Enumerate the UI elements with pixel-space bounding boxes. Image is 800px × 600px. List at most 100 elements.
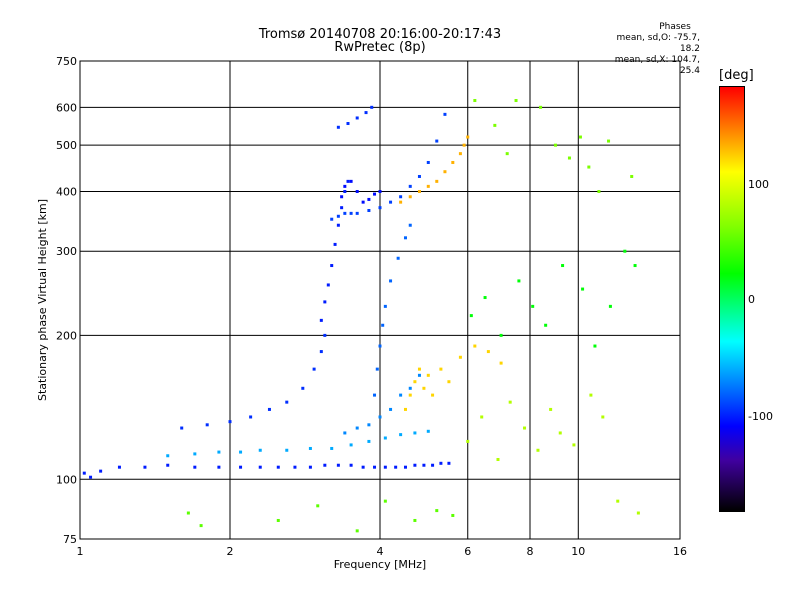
data-point bbox=[349, 179, 353, 183]
data-point bbox=[367, 197, 371, 201]
data-point bbox=[378, 344, 382, 348]
data-point bbox=[389, 407, 393, 411]
data-point bbox=[367, 439, 371, 443]
data-point bbox=[323, 300, 327, 304]
data-point bbox=[383, 304, 387, 308]
x-axis-label: Frequency [MHz] bbox=[334, 558, 426, 571]
colorbar-label: [deg] bbox=[719, 68, 754, 83]
data-point bbox=[462, 143, 466, 147]
data-point bbox=[601, 415, 605, 419]
axis-ticks: 1 2 4 6 8 10 16 75 100 200 300 400 500 600 750 bbox=[56, 55, 687, 558]
data-point bbox=[336, 125, 340, 129]
data-point bbox=[166, 454, 170, 458]
data-point bbox=[316, 504, 320, 508]
data-point bbox=[205, 423, 209, 427]
chart-title: Tromsø 20140708 20:16:00-20:17:43 bbox=[258, 27, 502, 42]
y-tick-label: 300 bbox=[56, 245, 77, 258]
data-point bbox=[458, 355, 462, 359]
data-point bbox=[330, 446, 334, 450]
data-point bbox=[308, 465, 312, 469]
data-point bbox=[258, 448, 262, 452]
data-point bbox=[413, 463, 417, 467]
data-point bbox=[413, 380, 417, 384]
data-point bbox=[417, 367, 421, 371]
data-point bbox=[496, 457, 500, 461]
y-tick-label: 100 bbox=[56, 473, 77, 486]
data-point bbox=[370, 105, 374, 109]
data-point bbox=[587, 165, 591, 169]
data-point bbox=[383, 499, 387, 503]
plot-frame bbox=[79, 60, 681, 540]
data-point bbox=[396, 256, 400, 260]
data-point bbox=[435, 139, 439, 143]
data-point bbox=[607, 139, 611, 143]
data-point bbox=[505, 152, 509, 156]
data-point bbox=[330, 217, 334, 221]
data-point bbox=[403, 465, 407, 469]
data-point bbox=[117, 465, 121, 469]
data-point bbox=[466, 135, 470, 139]
data-point bbox=[355, 426, 359, 430]
data-point bbox=[336, 463, 340, 467]
data-point bbox=[285, 400, 289, 404]
data-point bbox=[431, 463, 435, 467]
y-tick-label: 75 bbox=[63, 533, 77, 546]
data-point bbox=[473, 344, 477, 348]
data-point bbox=[447, 380, 451, 384]
data-point bbox=[343, 184, 347, 188]
data-point bbox=[343, 211, 347, 215]
data-point bbox=[608, 304, 612, 308]
data-point bbox=[373, 465, 377, 469]
data-point bbox=[426, 160, 430, 164]
data-point bbox=[330, 264, 334, 268]
data-point bbox=[439, 367, 443, 371]
data-point bbox=[417, 189, 421, 193]
data-point bbox=[403, 407, 407, 411]
phase-legend: Phases mean, sd,O: -75.7, 18.2 mean, sd,… bbox=[600, 22, 700, 77]
data-point bbox=[413, 431, 417, 435]
data-point bbox=[308, 446, 312, 450]
y-tick-label: 500 bbox=[56, 139, 77, 152]
data-point bbox=[186, 511, 190, 515]
data-point bbox=[355, 529, 359, 533]
legend-line-o: mean, sd,O: -75.7, 18.2 bbox=[616, 33, 700, 54]
data-point bbox=[355, 189, 359, 193]
data-point bbox=[326, 283, 330, 287]
x-tick-label: 6 bbox=[464, 545, 471, 558]
data-point bbox=[399, 393, 403, 397]
data-point bbox=[593, 344, 597, 348]
y-tick-label: 750 bbox=[56, 55, 77, 68]
data-point bbox=[336, 223, 340, 227]
data-point bbox=[89, 475, 93, 479]
data-point bbox=[394, 465, 398, 469]
data-point bbox=[217, 465, 221, 469]
data-point bbox=[323, 333, 327, 337]
data-point bbox=[636, 511, 640, 515]
data-point bbox=[349, 463, 353, 467]
x-tick-label: 16 bbox=[673, 545, 687, 558]
data-point bbox=[623, 249, 627, 253]
data-point bbox=[312, 367, 316, 371]
data-point bbox=[381, 323, 385, 327]
data-point bbox=[499, 333, 503, 337]
data-point bbox=[364, 111, 368, 115]
data-point bbox=[239, 465, 243, 469]
x-tick-label: 2 bbox=[227, 545, 234, 558]
data-point bbox=[483, 296, 487, 300]
data-point bbox=[435, 179, 439, 183]
y-axis-label: Stationary phase Virtual Height [km] bbox=[36, 199, 49, 401]
data-point bbox=[340, 206, 344, 210]
x-tick-label: 8 bbox=[527, 545, 534, 558]
data-point bbox=[293, 465, 297, 469]
data-point bbox=[597, 189, 601, 193]
data-point bbox=[375, 367, 379, 371]
data-point bbox=[417, 174, 421, 178]
data-point bbox=[493, 123, 497, 127]
data-point bbox=[389, 200, 393, 204]
data-point bbox=[567, 156, 571, 160]
data-point bbox=[422, 463, 426, 467]
data-point bbox=[285, 448, 289, 452]
data-point bbox=[399, 433, 403, 437]
data-point bbox=[343, 431, 347, 435]
data-point bbox=[558, 431, 562, 435]
